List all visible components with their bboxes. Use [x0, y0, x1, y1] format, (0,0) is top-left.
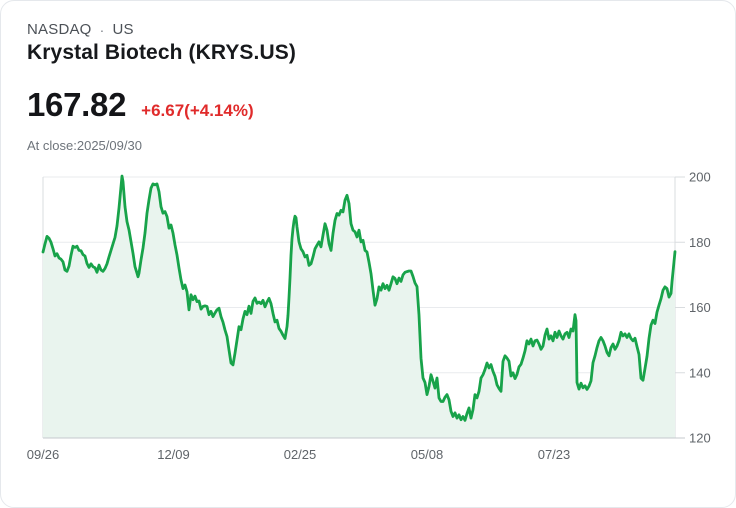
- quote-header: NASDAQ · US Krystal Biotech (KRYS.US) 16…: [27, 21, 296, 153]
- svg-text:200: 200: [689, 170, 711, 185]
- exchange-name: NASDAQ: [27, 21, 92, 38]
- svg-text:07/23: 07/23: [538, 447, 571, 462]
- svg-text:09/26: 09/26: [27, 447, 60, 462]
- price-change: +6.67(+4.14%): [141, 101, 254, 121]
- svg-text:02/25: 02/25: [284, 447, 317, 462]
- svg-text:120: 120: [689, 431, 711, 446]
- dot-separator-icon: ·: [99, 21, 105, 38]
- svg-text:160: 160: [689, 300, 711, 315]
- svg-text:05/08: 05/08: [411, 447, 444, 462]
- svg-text:140: 140: [689, 365, 711, 380]
- exchange-row: NASDAQ · US: [27, 21, 296, 38]
- price-value: 167.82: [27, 86, 127, 124]
- price-row: 167.82 +6.67(+4.14%): [27, 88, 296, 121]
- region-label: US: [112, 21, 134, 38]
- svg-text:180: 180: [689, 235, 711, 250]
- close-time-label: At close:2025/09/30: [27, 138, 142, 154]
- stock-title: Krystal Biotech (KRYS.US): [27, 41, 296, 64]
- svg-text:12/09: 12/09: [157, 447, 190, 462]
